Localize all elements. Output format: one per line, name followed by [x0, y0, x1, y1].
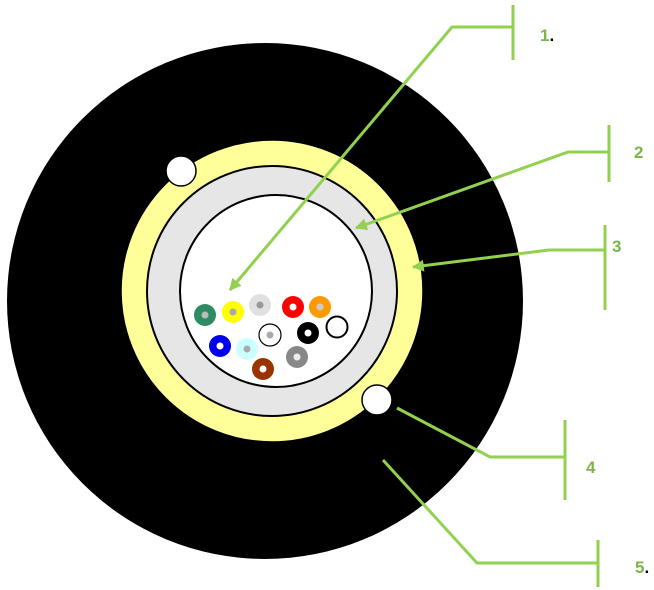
label-number: 4: [586, 458, 596, 477]
leader-line: [396, 406, 565, 459]
fiber-core: [243, 345, 251, 353]
fiber-core: [304, 329, 312, 337]
label: 2: [634, 143, 643, 162]
fibers: [194, 294, 349, 380]
fiber-core: [256, 301, 264, 309]
fiber: [325, 315, 349, 339]
label-number: 1: [540, 26, 549, 45]
fiber-core: [289, 303, 297, 311]
label-suffix: .: [549, 26, 554, 45]
fiber-core: [259, 365, 267, 373]
loose-tube: [179, 194, 373, 388]
label: 1.: [540, 26, 554, 45]
label: 4: [586, 458, 596, 477]
label: 3: [612, 237, 621, 256]
fiber-core: [201, 311, 209, 319]
strength-member: [165, 155, 197, 187]
label-number: 5: [635, 558, 644, 577]
label-suffix: .: [644, 558, 649, 577]
label: 5.: [635, 558, 649, 577]
label-number: 2: [634, 143, 643, 162]
leader-line: [411, 248, 605, 272]
fiber-core: [316, 303, 324, 311]
fiber-core: [293, 353, 301, 361]
fiber-core: [216, 342, 224, 350]
fiber-core: [229, 308, 237, 316]
leader-line: [354, 150, 609, 231]
fiber-core: [266, 331, 274, 339]
strength-member: [361, 384, 393, 416]
label-number: 3: [612, 237, 621, 256]
leader-line: [228, 25, 513, 291]
leader-line: [381, 458, 598, 565]
